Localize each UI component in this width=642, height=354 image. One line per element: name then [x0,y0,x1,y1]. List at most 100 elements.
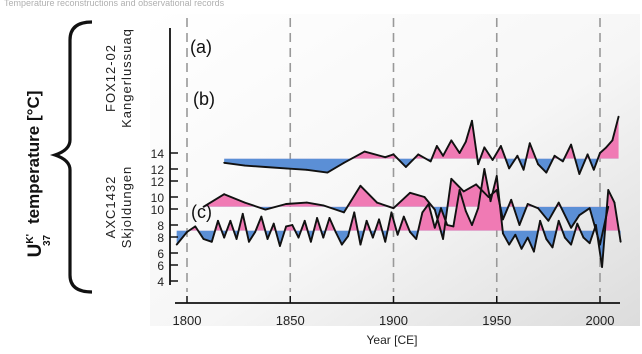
series-0-point-15 [450,177,453,180]
series-1-point-37 [611,139,614,142]
right-tick-label-12: 12 [151,175,165,189]
plot-background [150,14,640,326]
series-0-point-1 [223,193,226,196]
series-2-point-54 [520,247,523,250]
right-tick-label-14: 14 [151,147,165,161]
series-1-point-22 [499,145,502,147]
series-1-point-19 [477,163,480,166]
site-label-fox-name: Kangerlussuaq [119,28,134,128]
series-2-point-20 [310,240,312,243]
series-1-point-26 [528,142,531,145]
series-2-point-9 [241,212,244,215]
series-0-point-28 [578,214,581,217]
series-0-point-22 [518,224,521,226]
series-2-point-65 [588,242,591,245]
series-2-point-55 [526,236,529,239]
series-2-point-1 [186,231,188,233]
series-2-point-34 [396,233,399,236]
series-2-point-28 [359,243,362,246]
x-tick-label-1800: 1800 [173,313,202,328]
series-1-point-38 [617,115,620,118]
series-2-point-52 [508,243,511,246]
series-2-point-10 [248,240,250,243]
series-2-point-66 [594,224,597,226]
uk37-letter: U [25,244,46,258]
series-2-point-17 [291,224,294,226]
series-2-point-11 [254,231,257,233]
series-2-point-62 [570,243,572,246]
series-2-point-19 [303,219,306,222]
series-2-point-27 [353,211,356,214]
main-y-label: UK' 37 temperature [°C] [24,91,53,258]
series-2-point-56 [533,250,535,253]
uk37-superscript: K' [25,234,36,244]
series-0-line [203,177,610,246]
series-1-point-21 [491,159,494,161]
series-2-point-60 [557,219,560,222]
series-0-point-29 [588,207,591,210]
series-2-point-58 [545,238,548,240]
series-2-point-59 [551,246,554,249]
series-2-point-35 [402,215,405,218]
series-1-point-16 [458,152,461,154]
series-1-point-36 [605,146,608,149]
series-2-point-57 [539,219,542,222]
series-2-point-12 [260,215,263,218]
series-1-point-2 [264,166,267,168]
series-2-point-53 [514,233,517,236]
series-1-point-29 [553,154,556,157]
series-2-point-42 [446,224,449,226]
series-0-point-16 [462,190,465,193]
series-1-point-7 [363,150,366,153]
series-1-point-27 [537,163,539,166]
series-2-point-26 [347,235,349,238]
uk37-subscript: 37 [42,234,53,246]
series-0-point-25 [547,219,550,222]
series-2-point-50 [495,175,498,177]
series-2-point-47 [477,207,480,210]
series-2-point-48 [483,168,486,170]
series-0-point-6 [322,204,325,207]
series-2-point-63 [576,222,579,225]
series-2-point-18 [297,236,300,239]
series-1-point-0 [223,161,226,164]
series-2-point-15 [279,245,281,247]
series-1-point-18 [471,119,473,122]
series-2-point-7 [229,219,232,222]
left-tick-label-10: 10 [151,191,165,205]
series-2-point-38 [421,211,424,214]
series-2-point-22 [322,236,325,239]
series-2-point-40 [433,226,436,229]
left-tick-label-12: 12 [151,163,165,177]
right-tick-label-8: 8 [157,231,164,245]
site-label-fox-code: FOX12-02 [103,44,118,112]
series-1-point-11 [417,153,420,156]
x-tick-label-2000: 2000 [586,313,615,328]
right-tick-label-6: 6 [157,259,164,273]
series-0-point-17 [475,183,477,186]
brace-shape [49,20,93,294]
uk37-symbol: UK' 37 [25,234,53,257]
series-2-point-46 [471,224,473,226]
series-1-point-9 [392,153,395,156]
x-tick-label-1850: 1850 [276,313,305,328]
series-0-point-20 [502,218,504,221]
series-2-point-70 [619,240,622,243]
series-2-point-33 [390,211,393,214]
series-2-point-43 [452,225,455,228]
series-2-point-6 [223,236,226,239]
left-tick-label-4: 4 [157,275,164,289]
series-0-point-12 [423,196,426,198]
series-0-fill-below [257,206,609,245]
series-0-point-9 [376,201,378,204]
series-2-point-25 [340,243,343,246]
series-0-point-0 [202,205,205,208]
series-1-fill-below [224,158,598,174]
series-1-point-20 [483,146,486,149]
series-0-point-5 [305,201,308,204]
x-axis-label: Year [CE] [367,333,418,347]
series-2-point-68 [607,189,610,191]
series-1-point-23 [508,167,511,170]
series-2-point-67 [601,266,603,268]
